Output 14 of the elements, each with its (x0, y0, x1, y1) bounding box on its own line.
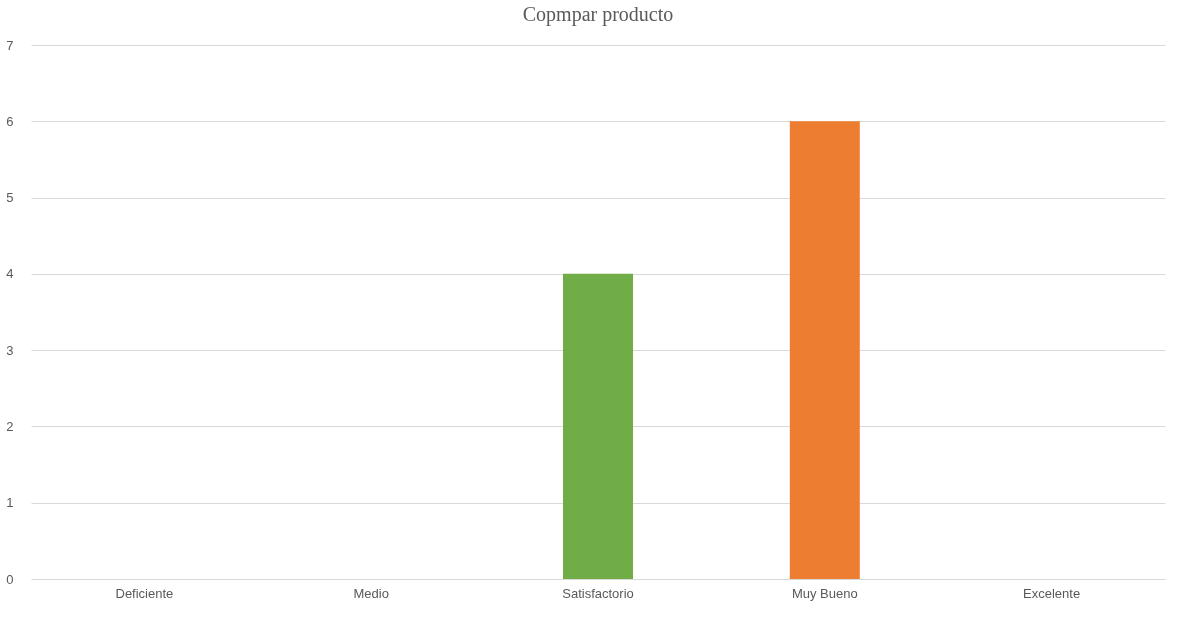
y-tick-label: 6 (6, 113, 14, 129)
y-tick-label: 7 (6, 37, 14, 53)
x-tick-label: Muy Bueno (791, 585, 858, 601)
chart-title: Copmpar producto (522, 3, 674, 26)
x-tick-label: Medio (353, 585, 389, 601)
y-tick-label: 2 (6, 418, 14, 434)
x-tick-label: Deficiente (115, 585, 174, 601)
x-tick-label: Excelente (1023, 585, 1081, 601)
x-tick-label: Satisfactorio (562, 585, 634, 601)
y-tick-label: 4 (6, 266, 14, 282)
y-tick-label: 3 (6, 342, 14, 358)
y-tick-label: 5 (6, 190, 14, 206)
y-tick-label: 1 (6, 495, 14, 511)
y-tick-label: 0 (6, 571, 14, 587)
